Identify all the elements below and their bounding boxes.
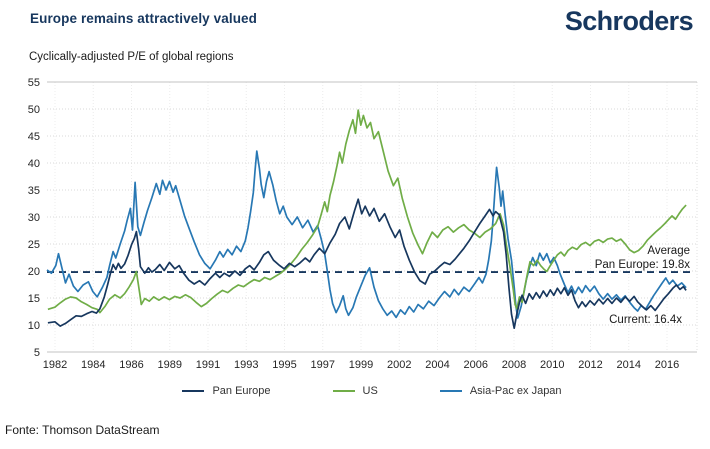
- pe-line-chart: 1982 1984 1986 1989 1991 1993 1995 1997 1999 2002…: [28, 77, 698, 371]
- legend-swatch-asia-pac-ex-japan: [439, 390, 462, 392]
- chart-subtitle: Cyclically-adjusted P/E of global region…: [29, 51, 234, 63]
- x-tick-label: 2012: [578, 359, 602, 371]
- legend-swatch-us: [332, 390, 355, 392]
- y-tick-label: 10: [28, 320, 40, 332]
- series-line-us: [47, 109, 687, 314]
- x-tick-label: 2002: [387, 359, 411, 371]
- x-tick-label: 1982: [43, 359, 67, 371]
- y-tick-label: 30: [28, 212, 40, 224]
- y-tick-label: 50: [28, 104, 40, 116]
- x-tick-label: 2010: [540, 359, 564, 371]
- chart-legend: Pan Europe US Asia-Pac ex Japan: [47, 385, 697, 397]
- average-annotation-line2: Pan Europe: 19.8x: [595, 259, 691, 271]
- x-tick-label: 2004: [425, 359, 449, 371]
- y-tick-label: 40: [28, 158, 40, 170]
- legend-item-pan-europe: Pan Europe: [182, 385, 271, 397]
- legend-label-us: US: [362, 385, 378, 397]
- y-tick-label: 35: [28, 185, 40, 197]
- y-tick-label: 55: [28, 77, 40, 89]
- legend-item-asia-pac-ex-japan: Asia-Pac ex Japan: [439, 385, 562, 397]
- x-tick-label: 1993: [234, 359, 258, 371]
- x-tick-label: 2016: [655, 359, 679, 371]
- source-note: Fonte: Thomson DataStream: [5, 423, 160, 437]
- y-tick-label: 25: [28, 239, 40, 251]
- x-tick-label: 2008: [502, 359, 526, 371]
- y-tick-label: 20: [28, 266, 40, 278]
- x-tick-label: 2006: [464, 359, 488, 371]
- y-tick-label: 15: [28, 293, 40, 305]
- x-tick-label: 1984: [81, 359, 105, 371]
- x-tick-label: 1995: [272, 359, 296, 371]
- page-title: Europe remains attractively valued: [30, 11, 257, 26]
- x-tick-label: 1989: [158, 359, 182, 371]
- y-tick-label: 5: [34, 347, 40, 359]
- legend-label-pan-europe: Pan Europe: [212, 385, 271, 397]
- x-tick-label: 1999: [349, 359, 373, 371]
- x-tick-label: 1991: [196, 359, 220, 371]
- x-tick-label: 2014: [617, 359, 641, 371]
- legend-swatch-pan-europe: [182, 390, 205, 392]
- schroders-logo: Schroders: [564, 6, 694, 36]
- legend-item-us: US: [332, 385, 378, 397]
- series-line-asia-pac-ex-japan: [46, 150, 687, 319]
- current-annotation: Current: 16.4x: [609, 314, 682, 326]
- x-tick-label: 1986: [119, 359, 143, 371]
- y-tick-label: 45: [28, 131, 40, 143]
- legend-label-asia-pac-ex-japan: Asia-Pac ex Japan: [469, 385, 562, 397]
- average-annotation-line1: Average: [647, 245, 690, 257]
- x-tick-label: 1997: [311, 359, 335, 371]
- series-line-pan-europe: [47, 198, 687, 330]
